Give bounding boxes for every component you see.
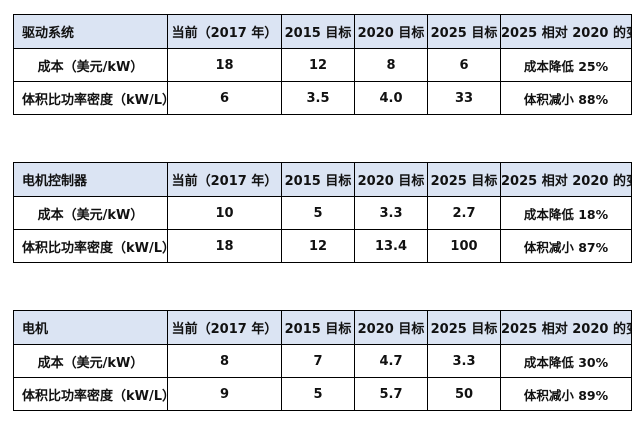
table-row: 成本（美元/kW） 8 7 4.7 3.3 成本降低 30% (13, 344, 632, 378)
table-row: 体积比功率密度（kW/L） 6 3.5 4.0 33 体积减小 88% (13, 81, 632, 115)
cell-2020: 8 (354, 48, 428, 82)
table-row: 成本（美元/kW） 10 5 3.3 2.7 成本降低 18% (13, 196, 632, 230)
table-title: 电机 (13, 310, 168, 345)
table-motor-controller: 电机控制器 当前（2017 年） 2015 目标 2020 目标 2025 目标… (13, 162, 632, 263)
table-row: 体积比功率密度（kW/L） 9 5 5.7 50 体积减小 89% (13, 377, 632, 411)
table-motor: 电机 当前（2017 年） 2015 目标 2020 目标 2025 目标 20… (13, 310, 632, 411)
col-header-2015: 2015 目标 (281, 162, 355, 197)
cell-2025: 6 (427, 48, 501, 82)
cell-2015: 5 (281, 196, 355, 230)
row-name: 体积比功率密度（kW/L） (13, 377, 168, 411)
cell-2020: 5.7 (354, 377, 428, 411)
col-header-current: 当前（2017 年） (167, 162, 282, 197)
cell-current: 10 (167, 196, 282, 230)
cell-2025: 33 (427, 81, 501, 115)
cell-2025: 2.7 (427, 196, 501, 230)
table-header-row: 电机 当前（2017 年） 2015 目标 2020 目标 2025 目标 20… (13, 310, 632, 345)
row-name: 体积比功率密度（kW/L） (13, 81, 168, 115)
col-header-2025: 2025 目标 (427, 162, 501, 197)
col-header-2020: 2020 目标 (354, 14, 428, 49)
table-row: 成本（美元/kW） 18 12 8 6 成本降低 25% (13, 48, 632, 82)
cell-change: 成本降低 30% (500, 344, 632, 378)
row-name: 成本（美元/kW） (13, 196, 168, 230)
table-title: 驱动系统 (13, 14, 168, 49)
col-header-change: 2025 相对 2020 的变化 (500, 162, 632, 197)
cell-2015: 12 (281, 229, 355, 263)
cell-current: 9 (167, 377, 282, 411)
cell-current: 18 (167, 229, 282, 263)
table-title: 电机控制器 (13, 162, 168, 197)
cell-2025: 50 (427, 377, 501, 411)
cell-change: 成本降低 18% (500, 196, 632, 230)
table-row: 体积比功率密度（kW/L） 18 12 13.4 100 体积减小 87% (13, 229, 632, 263)
col-header-2015: 2015 目标 (281, 14, 355, 49)
col-header-change: 2025 相对 2020 的变化 (500, 310, 632, 345)
table-header-row: 电机控制器 当前（2017 年） 2015 目标 2020 目标 2025 目标… (13, 162, 632, 197)
cell-2020: 13.4 (354, 229, 428, 263)
cell-2020: 3.3 (354, 196, 428, 230)
cell-change: 体积减小 88% (500, 81, 632, 115)
col-header-2015: 2015 目标 (281, 310, 355, 345)
col-header-current: 当前（2017 年） (167, 310, 282, 345)
cell-change: 成本降低 25% (500, 48, 632, 82)
row-name: 体积比功率密度（kW/L） (13, 229, 168, 263)
cell-2015: 5 (281, 377, 355, 411)
cell-current: 6 (167, 81, 282, 115)
cell-current: 18 (167, 48, 282, 82)
cell-change: 体积减小 87% (500, 229, 632, 263)
row-name: 成本（美元/kW） (13, 344, 168, 378)
col-header-2025: 2025 目标 (427, 310, 501, 345)
cell-2015: 3.5 (281, 81, 355, 115)
cell-2025: 3.3 (427, 344, 501, 378)
cell-2020: 4.0 (354, 81, 428, 115)
table-header-row: 驱动系统 当前（2017 年） 2015 目标 2020 目标 2025 目标 … (13, 14, 632, 49)
cell-2025: 100 (427, 229, 501, 263)
col-header-change: 2025 相对 2020 的变化 (500, 14, 632, 49)
table-drive-system: 驱动系统 当前（2017 年） 2015 目标 2020 目标 2025 目标 … (13, 14, 632, 115)
col-header-2025: 2025 目标 (427, 14, 501, 49)
col-header-current: 当前（2017 年） (167, 14, 282, 49)
col-header-2020: 2020 目标 (354, 162, 428, 197)
row-name: 成本（美元/kW） (13, 48, 168, 82)
col-header-2020: 2020 目标 (354, 310, 428, 345)
cell-current: 8 (167, 344, 282, 378)
cell-2015: 12 (281, 48, 355, 82)
cell-2020: 4.7 (354, 344, 428, 378)
cell-change: 体积减小 89% (500, 377, 632, 411)
cell-2015: 7 (281, 344, 355, 378)
